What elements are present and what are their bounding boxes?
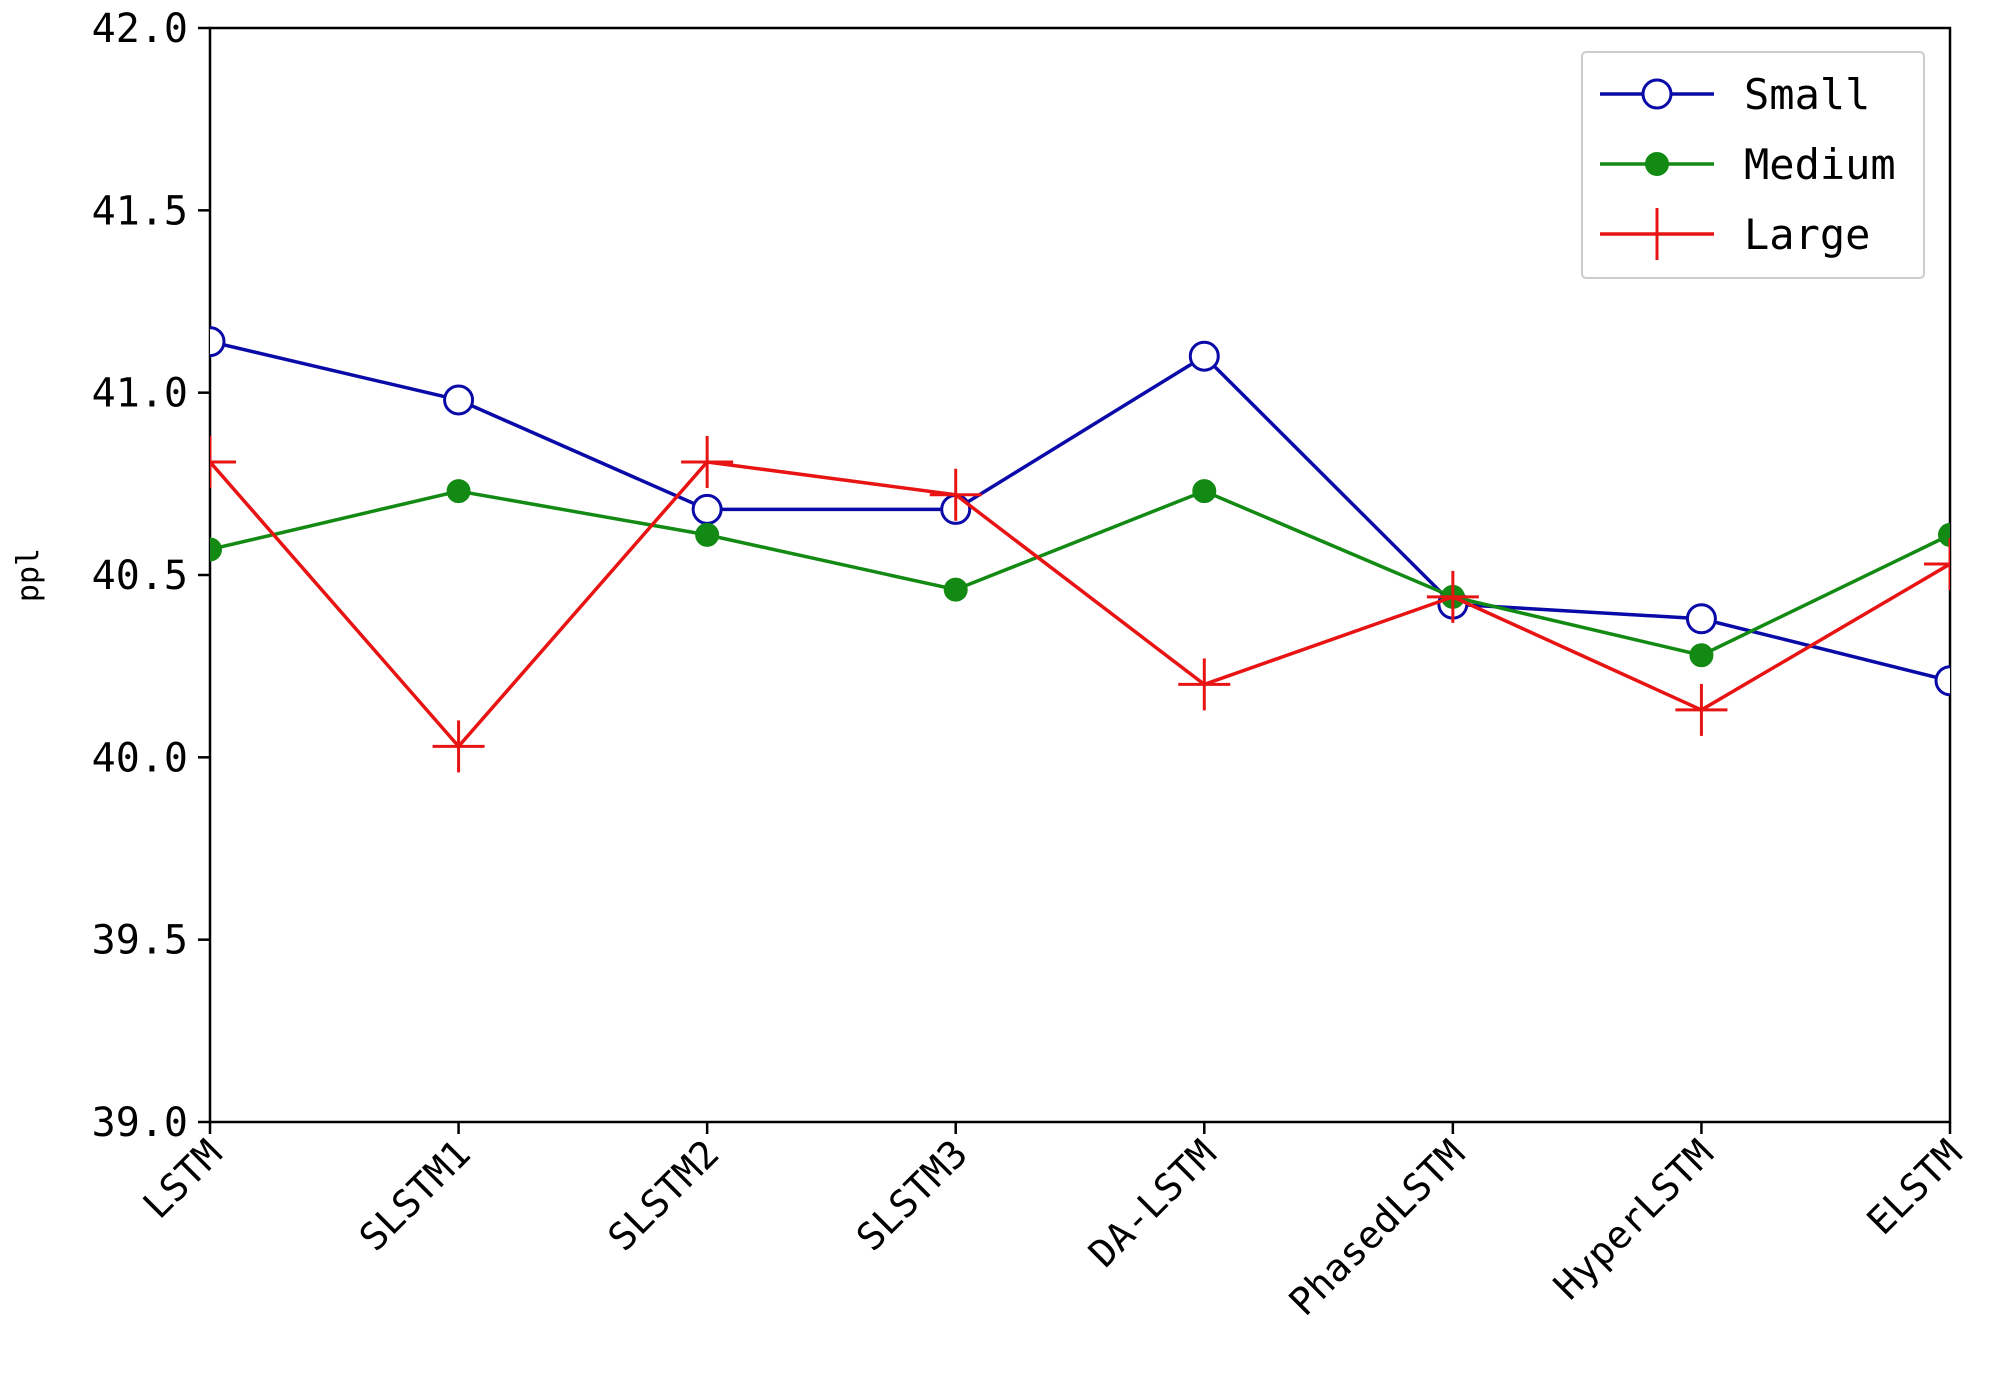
legend-item-medium: Medium [1600,140,1896,189]
data-point-small [1685,603,1717,635]
data-point-large [210,435,236,488]
legend-label: Medium [1744,140,1896,189]
data-point-small [443,384,475,416]
data-point-large [1178,658,1231,711]
x-tick-label: DA-LSTM [1080,1131,1224,1275]
data-point-large [432,720,485,773]
data-point-small [1934,665,1950,697]
series-medium [210,479,1950,668]
legend-label: Small [1744,70,1870,119]
y-axis-title: ppl [11,548,46,602]
y-tick-label: 39.5 [92,918,188,964]
legend: Small Medium Large [1581,51,1925,279]
data-point-large [681,435,734,488]
legend-label: Large [1744,210,1870,259]
data-point-large [1924,538,1950,591]
y-tick-label: 40.0 [92,735,188,781]
x-tick-label: HyperLSTM [1545,1131,1722,1308]
data-point-medium [210,537,222,562]
x-tick-label: SLSTM1 [351,1131,479,1259]
data-point-large [929,468,982,521]
legend-marker [1641,78,1673,110]
data-point-small [1188,340,1220,372]
data-point-medium [695,522,720,547]
data-point-large [1426,570,1479,623]
legend-marker [1645,152,1669,176]
series-layer [210,326,1950,773]
data-point-large [1675,683,1728,736]
x-tick-label: SLSTM3 [848,1131,976,1259]
legend-item-small: Small [1600,70,1870,119]
legend-marker [1631,208,1683,260]
data-point-medium [943,577,968,602]
series-line-medium [210,489,1950,658]
data-point-medium [1192,479,1217,504]
y-tick-label: 40.5 [92,553,188,599]
y-tick-label: 41.0 [92,371,188,417]
legend-box [1581,51,1925,279]
series-line-small [210,339,1950,683]
series-large [210,435,1950,773]
data-point-medium [1938,522,1950,547]
legend-item-large: Large [1600,208,1870,260]
y-tick-label: 42.0 [92,6,188,52]
data-point-medium [1689,643,1714,668]
series-line-large [210,460,1950,750]
data-point-small [210,326,226,358]
y-tick-label: 39.0 [92,1100,188,1146]
x-tick-label: ELSTM [1858,1131,1970,1243]
data-point-medium [446,479,471,504]
x-tick-label: SLSTM2 [599,1131,727,1259]
x-tick-label: PhasedLSTM [1280,1131,1473,1324]
data-point-small [691,493,723,525]
y-tick-label: 41.5 [92,188,188,234]
